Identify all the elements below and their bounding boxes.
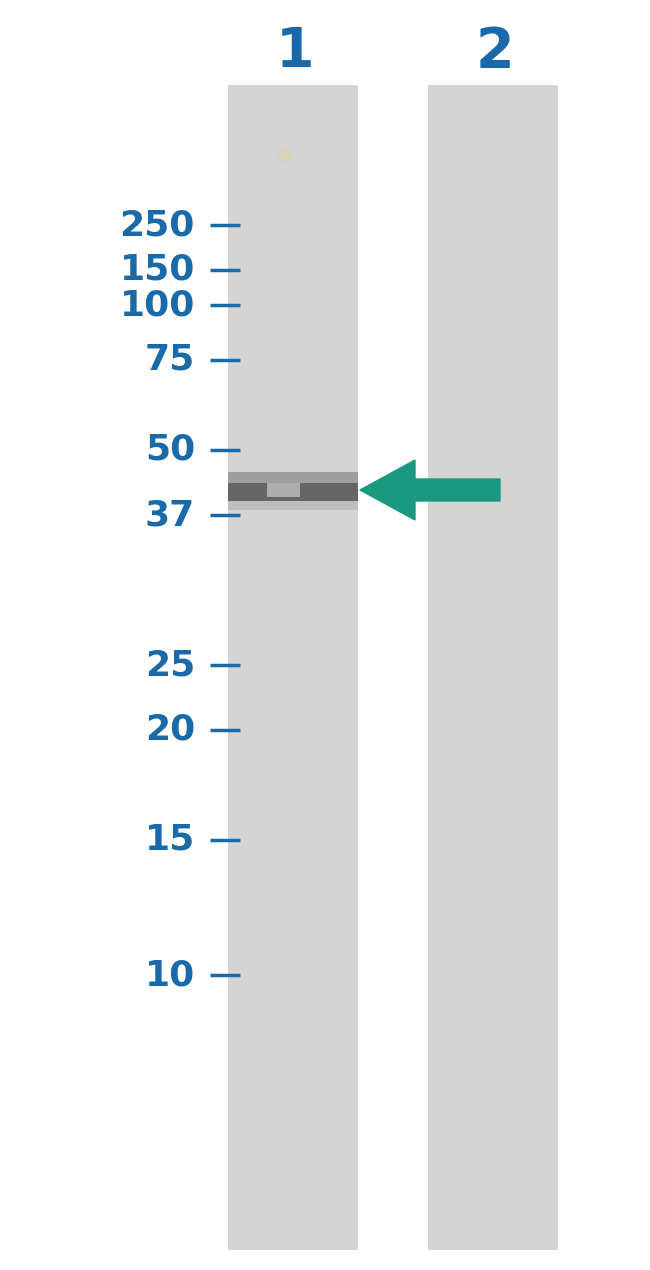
Text: 100: 100 xyxy=(120,288,195,323)
Text: 50: 50 xyxy=(145,433,195,467)
Text: 25: 25 xyxy=(145,648,195,682)
Text: 2: 2 xyxy=(476,25,514,79)
FancyArrow shape xyxy=(360,460,500,519)
Text: 15: 15 xyxy=(145,823,195,857)
Text: 250: 250 xyxy=(120,208,195,243)
Text: 20: 20 xyxy=(145,712,195,747)
Text: 37: 37 xyxy=(145,498,195,532)
Text: 10: 10 xyxy=(145,958,195,992)
Bar xyxy=(428,85,558,1250)
Bar xyxy=(267,484,300,497)
Bar xyxy=(228,484,358,500)
Bar xyxy=(228,500,358,509)
Text: 150: 150 xyxy=(120,253,195,287)
Text: 1: 1 xyxy=(276,25,315,79)
Bar xyxy=(228,472,358,484)
Circle shape xyxy=(279,149,291,161)
Bar xyxy=(228,85,358,1250)
Text: 75: 75 xyxy=(145,343,195,377)
